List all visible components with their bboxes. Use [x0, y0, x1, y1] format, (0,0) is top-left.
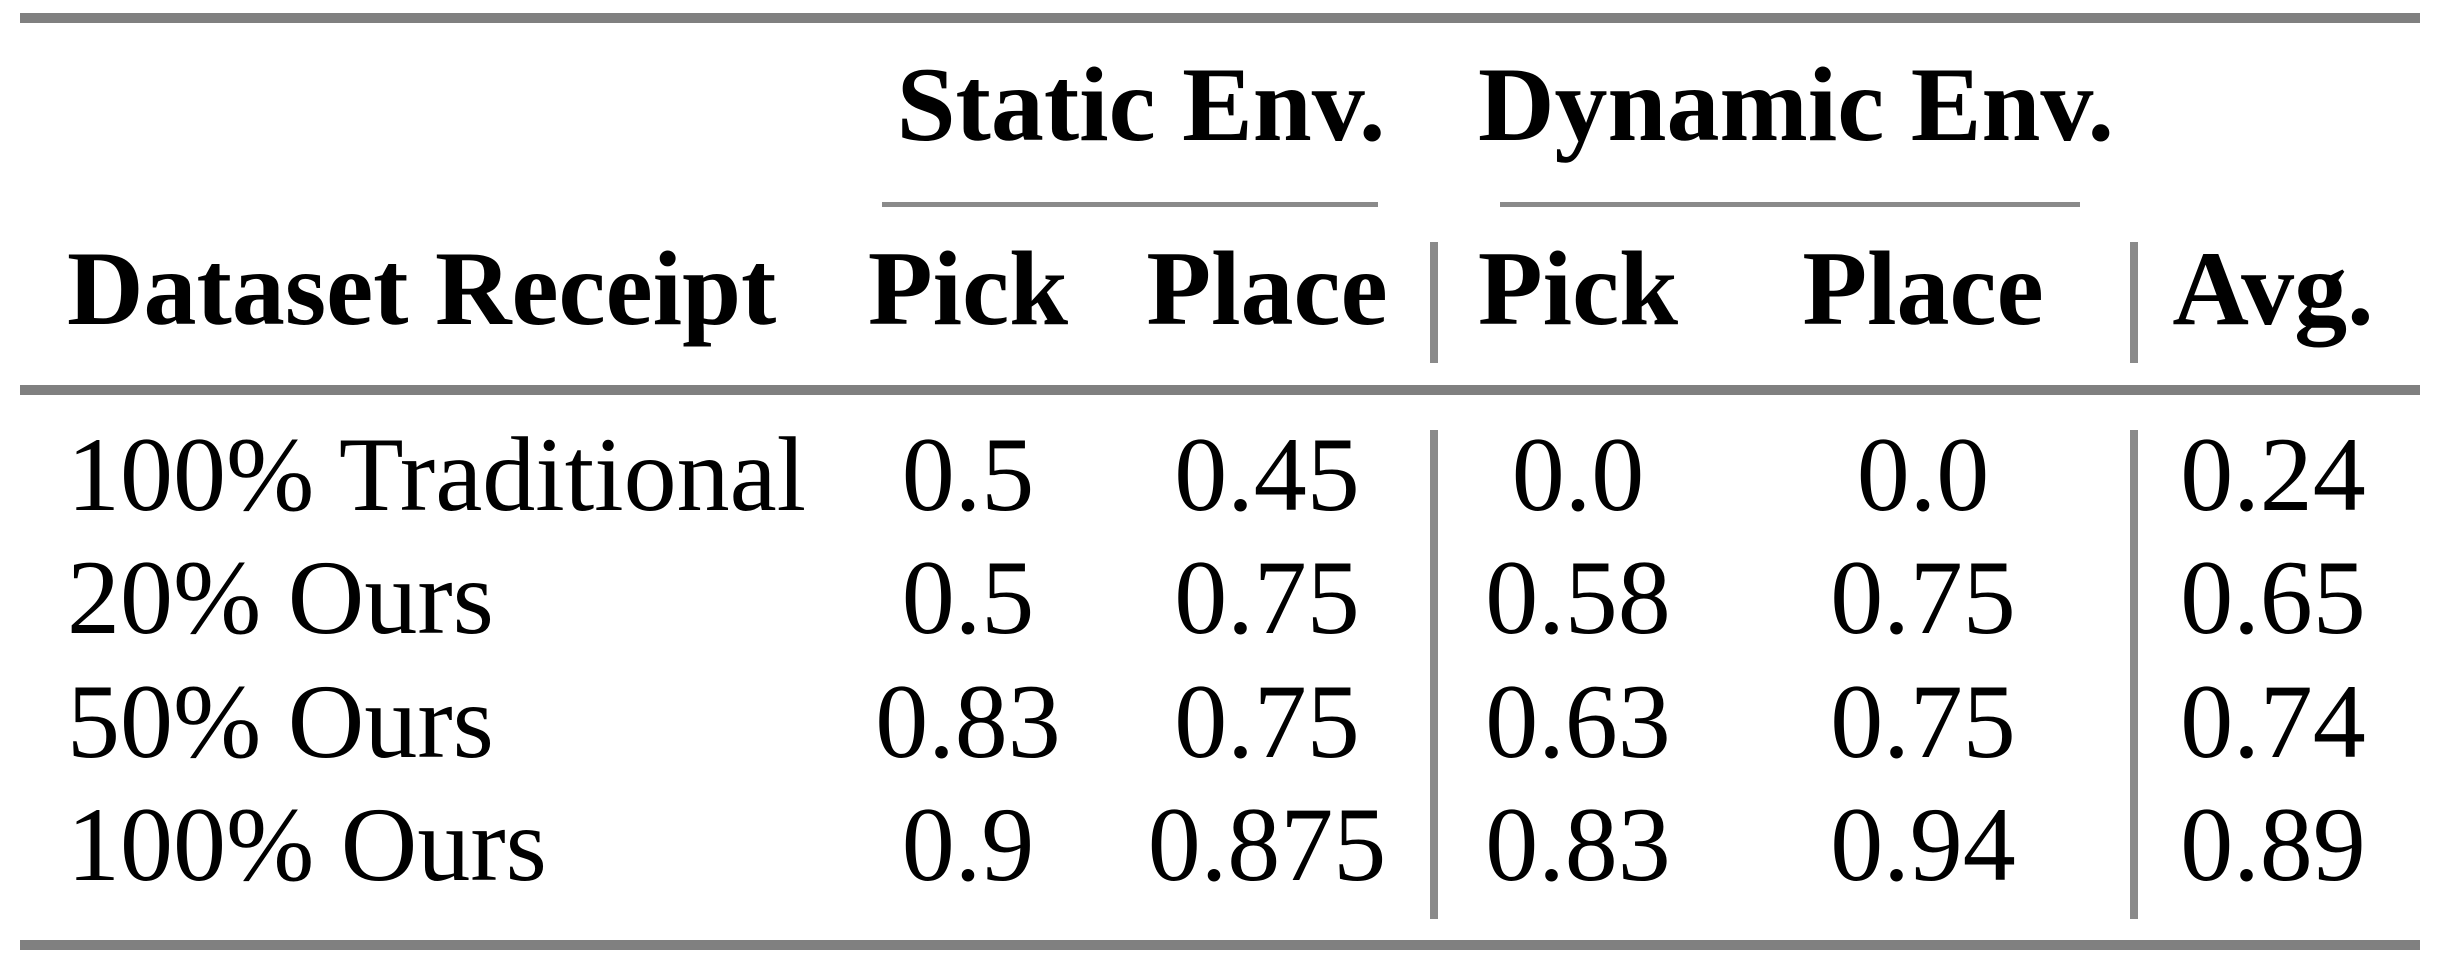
- body-separator-2: [2130, 430, 2138, 919]
- cell-dynamic-pick: 0.0: [1511, 416, 1645, 533]
- cell-avg: 0.24: [2180, 416, 2366, 533]
- column-header-static-pick: Pick: [867, 230, 1069, 347]
- column-header-dynamic-pick: Pick: [1477, 230, 1679, 347]
- bottom-rule: [20, 940, 2420, 950]
- cell-static-pick: 0.5: [901, 539, 1035, 656]
- cell-dynamic-pick: 0.58: [1485, 539, 1671, 656]
- column-header-static-place: Place: [1146, 230, 1388, 347]
- group-header-dynamic-env: Dynamic Env.: [1477, 46, 2115, 163]
- cell-static-pick: 0.5: [901, 416, 1035, 533]
- cell-static-place: 0.75: [1174, 539, 1360, 656]
- cell-static-pick: 0.83: [875, 663, 1061, 780]
- static-env-underline: [882, 202, 1378, 207]
- cell-avg: 0.65: [2180, 539, 2366, 656]
- cell-dynamic-place: 0.75: [1830, 539, 2016, 656]
- column-header-dataset-receipt: Dataset Receipt: [67, 230, 777, 347]
- row-label: 50% Ours: [67, 663, 494, 780]
- cell-static-place: 0.75: [1174, 663, 1360, 780]
- row-label: 100% Ours: [67, 786, 547, 903]
- column-header-dynamic-place: Place: [1802, 230, 2044, 347]
- cell-avg: 0.74: [2180, 663, 2366, 780]
- cell-dynamic-pick: 0.83: [1485, 786, 1671, 903]
- header-separator-1: [1430, 242, 1438, 363]
- cell-static-place: 0.45: [1174, 416, 1360, 533]
- cell-dynamic-place: 0.75: [1830, 663, 2016, 780]
- row-label: 20% Ours: [67, 539, 494, 656]
- cell-dynamic-place: 0.94: [1830, 786, 2016, 903]
- header-separator-2: [2130, 242, 2138, 363]
- cell-static-place: 0.875: [1147, 786, 1387, 903]
- group-header-static-env: Static Env.: [896, 46, 1386, 163]
- column-header-avg: Avg.: [2172, 230, 2374, 347]
- body-separator-1: [1430, 430, 1438, 919]
- cell-static-pick: 0.9: [901, 786, 1035, 903]
- row-label: 100% Traditional: [67, 416, 807, 533]
- cell-avg: 0.89: [2180, 786, 2366, 903]
- top-rule: [20, 13, 2420, 23]
- cell-dynamic-pick: 0.63: [1485, 663, 1671, 780]
- cell-dynamic-place: 0.0: [1856, 416, 1990, 533]
- dynamic-env-underline: [1500, 202, 2080, 207]
- header-body-rule: [20, 385, 2420, 395]
